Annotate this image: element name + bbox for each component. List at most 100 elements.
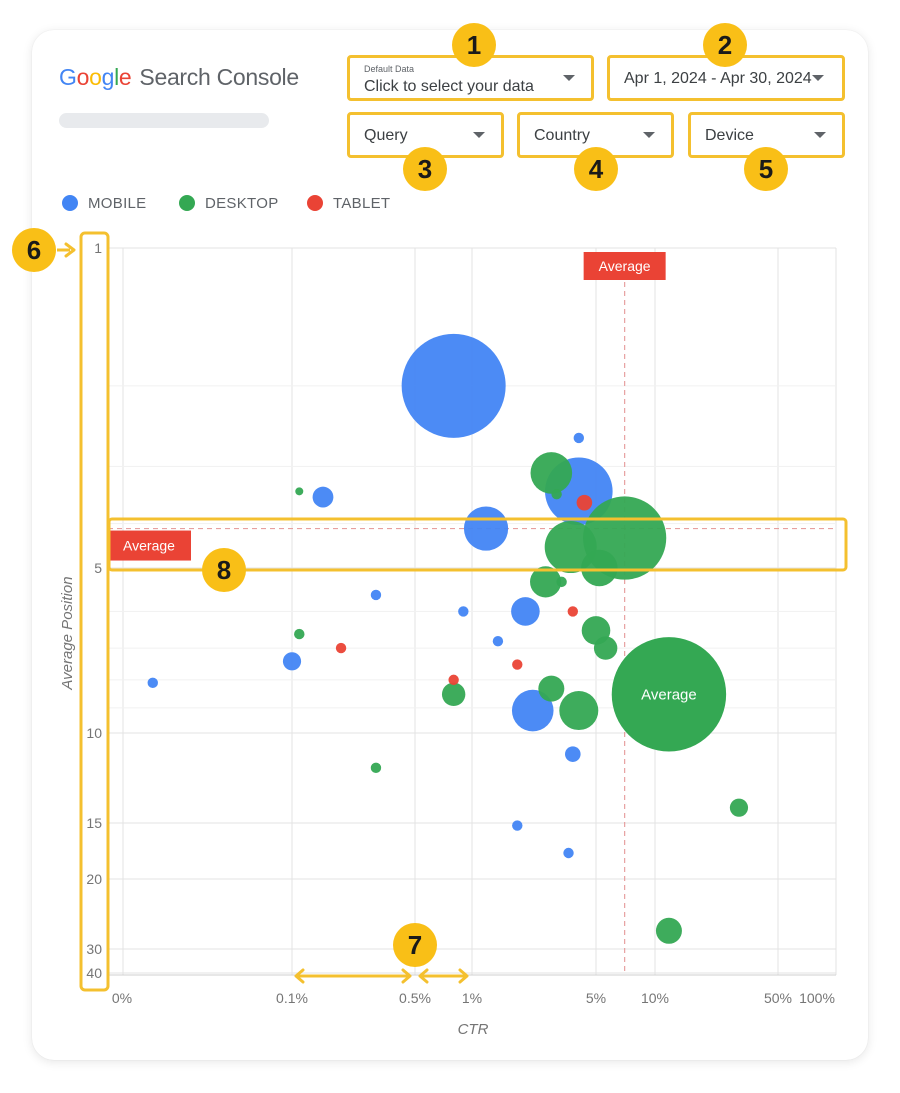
bubble-mobile	[370, 589, 382, 601]
bubble-mobile	[401, 333, 506, 438]
chevron-down-icon	[473, 132, 485, 138]
y-tick-label: 10	[86, 725, 102, 741]
loading-placeholder-bar	[59, 113, 269, 128]
x-tick-label: 0.5%	[399, 990, 431, 1006]
bubble-desktop	[441, 682, 466, 707]
country-label: Country	[534, 127, 591, 144]
logo-letter: o	[89, 64, 102, 90]
legend-item-tablet[interactable]: TABLET	[307, 195, 390, 212]
query-label: Query	[364, 127, 408, 144]
bubble-desktop	[551, 489, 562, 500]
x-tick-label: 5%	[586, 990, 606, 1006]
legend-item-mobile[interactable]: MOBILE	[62, 195, 146, 212]
arrow-right-icon	[64, 242, 76, 258]
y-tick-label: 40	[86, 965, 102, 981]
bubble-mobile	[312, 486, 334, 508]
bubble-mobile	[573, 432, 585, 444]
y-tick-label: 5	[94, 560, 102, 576]
x-tick-label: 50%	[764, 990, 792, 1006]
bubble-desktop	[538, 675, 565, 702]
callout-badge-6: 6	[12, 228, 56, 272]
legend-swatch	[62, 195, 78, 211]
bubble-desktop	[295, 487, 304, 496]
bubble-desktop	[370, 762, 382, 774]
chevron-down-icon	[643, 132, 655, 138]
y-axis-title: Average Position	[59, 576, 76, 690]
bubble-desktop	[556, 576, 567, 588]
logo-letter: l	[114, 64, 119, 90]
chart-legend: MOBILE DESKTOP TABLET	[62, 195, 482, 215]
chevron-down-icon	[812, 75, 824, 81]
bubble-desktop	[729, 798, 749, 817]
callout-badge-7: 7	[393, 923, 437, 967]
legend-label: DESKTOP	[205, 195, 279, 212]
data-source-caption: Default Data	[364, 64, 415, 74]
bubble-desktop	[530, 566, 562, 598]
x-tick-label: 0%	[112, 990, 132, 1006]
callout-badge-2: 2	[703, 23, 747, 67]
bubble-mobile	[492, 635, 504, 647]
bubble-desktop	[655, 917, 682, 944]
y-axis-highlight-box	[79, 231, 110, 992]
arrow-left-icon	[294, 968, 305, 984]
bubble-tablet	[335, 642, 347, 654]
legend-label: MOBILE	[88, 195, 147, 212]
arrow-right-icon	[401, 968, 412, 984]
logo-letter: o	[76, 64, 90, 90]
average-bubble	[611, 637, 727, 752]
bubble-mobile	[565, 746, 581, 762]
date-range-label: Apr 1, 2024 - Apr 30, 2024	[624, 70, 812, 87]
x-tick-label: 100%	[799, 990, 835, 1006]
arrow-right-icon	[458, 968, 469, 984]
arrow-left-icon	[418, 968, 429, 984]
callout-badge-1: 1	[452, 23, 496, 67]
y-tick-label: 1	[94, 240, 102, 256]
bubble-mobile	[512, 820, 523, 831]
callout-badge-3: 3	[403, 147, 447, 191]
bubble-mobile	[511, 689, 554, 732]
logo-letter: G	[59, 64, 77, 90]
chevron-down-icon	[814, 132, 826, 138]
legend-item-desktop[interactable]: DESKTOP	[179, 195, 279, 212]
callout-badge-4: 4	[574, 147, 618, 191]
bubble-mobile	[458, 606, 469, 617]
y-tick-label: 15	[86, 815, 102, 831]
data-source-label: Click to select your data	[364, 78, 534, 95]
bubble-mobile	[511, 597, 540, 626]
y-tick-label: 20	[86, 871, 102, 887]
average-bubble-label: Average	[641, 686, 697, 703]
legend-swatch	[179, 195, 195, 211]
bubble-desktop	[530, 452, 573, 494]
google-search-console-logo: Google Search Console	[59, 64, 299, 91]
bubble-mobile	[147, 677, 158, 689]
device-label: Device	[705, 127, 754, 144]
logo-letter: g	[101, 64, 115, 90]
bubble-mobile	[282, 652, 302, 671]
x-tick-label: 1%	[462, 990, 482, 1006]
bubble-tablet	[567, 606, 579, 617]
logo-letter: e	[118, 64, 132, 90]
bubble-tablet	[576, 494, 593, 511]
bubble-desktop	[294, 628, 305, 640]
average-position-tag-label: Average	[123, 538, 175, 554]
bubble-desktop	[581, 549, 618, 587]
callout-badge-5: 5	[744, 147, 788, 191]
bubble-mobile	[463, 506, 509, 551]
average-position-tag	[108, 530, 191, 561]
y-tick-label: 30	[86, 941, 102, 957]
bubble-tablet	[512, 659, 523, 670]
average-ctr-tag	[583, 252, 666, 280]
average-ctr-tag-label: Average	[599, 258, 651, 274]
x-axis-title: CTR	[458, 1021, 489, 1038]
legend-label: TABLET	[333, 195, 391, 212]
bubble-tablet	[448, 674, 459, 686]
product-name: Search Console	[139, 64, 299, 90]
chevron-down-icon	[563, 75, 575, 81]
x-tick-label: 10%	[641, 990, 669, 1006]
legend-swatch	[307, 195, 323, 211]
bubble-desktop	[559, 691, 599, 731]
x-tick-label: 0.1%	[276, 990, 308, 1006]
average-position-highlight-box	[107, 517, 848, 572]
bubble-desktop	[593, 636, 618, 660]
